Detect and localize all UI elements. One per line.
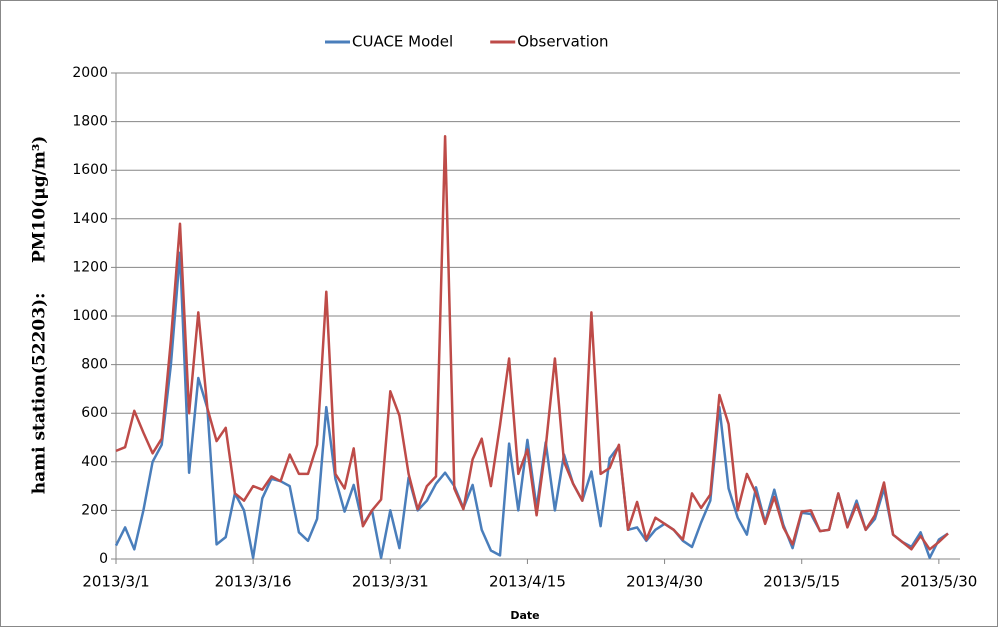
y-tick-label: 0: [99, 551, 108, 567]
y-tick-label: 400: [81, 454, 108, 470]
x-tick-label: 2013/5/15: [763, 573, 840, 591]
legend-label: Observation: [517, 33, 608, 51]
legend-label: CUACE Model: [352, 33, 453, 51]
y-tick-label: 200: [81, 502, 108, 518]
y-tick-label: 800: [81, 357, 108, 373]
x-tick-label: 2013/5/30: [900, 573, 977, 591]
y-tick-label: 600: [81, 405, 108, 421]
y-tick-label: 1200: [72, 259, 108, 275]
y-axis-label: hami station(52203): PM10(μg/m³): [30, 136, 50, 495]
y-tick-label: 1600: [72, 162, 108, 178]
x-tick-label: 2013/4/30: [626, 573, 703, 591]
y-tick-label: 1000: [72, 308, 108, 324]
x-tick-label: 2013/3/31: [352, 573, 429, 591]
y-tick-label: 2000: [72, 65, 108, 81]
y-tick-label: 1400: [72, 211, 108, 227]
series-line: [115, 134, 949, 551]
x-tick-label: 2013/4/15: [489, 573, 566, 591]
x-tick-label: 2013/3/16: [215, 573, 292, 591]
y-tick-label: 1800: [72, 114, 108, 130]
x-axis-label: Date: [510, 609, 539, 622]
x-tick-label: 2013/3/1: [82, 573, 149, 591]
